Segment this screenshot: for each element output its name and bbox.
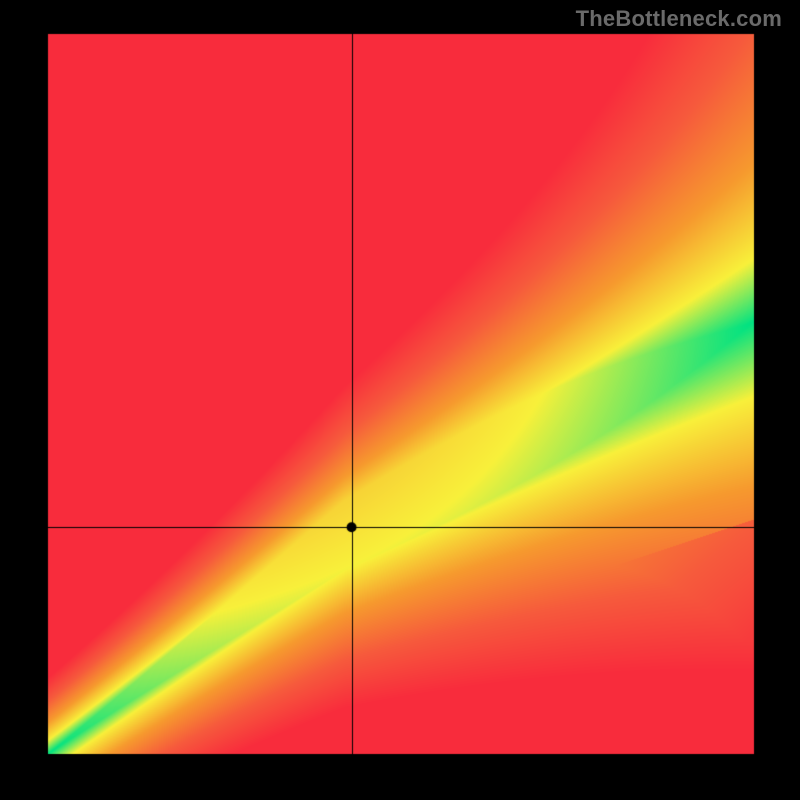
watermark-text: TheBottleneck.com bbox=[576, 6, 782, 32]
bottleneck-heatmap-canvas bbox=[0, 0, 800, 800]
